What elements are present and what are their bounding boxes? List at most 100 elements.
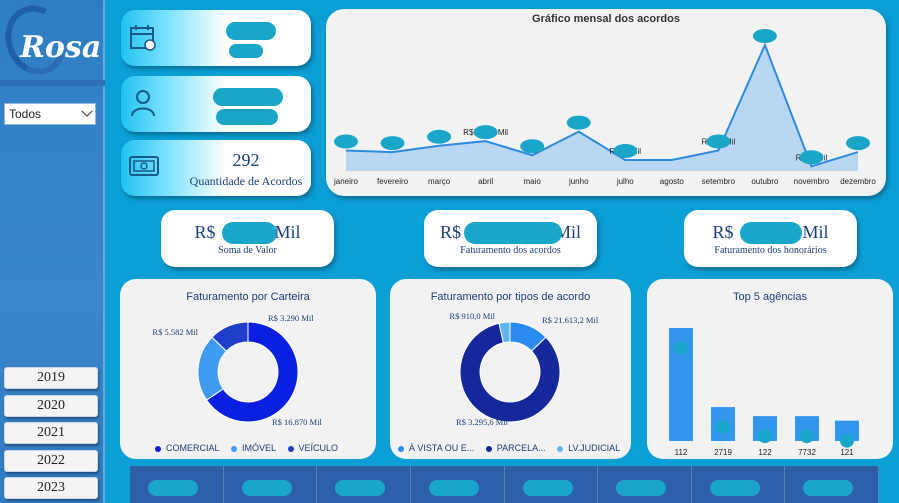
- soma-prefix: R$: [194, 221, 216, 242]
- redacted-value: [799, 150, 824, 165]
- legend-item[interactable]: VEÍCULO: [287, 443, 342, 453]
- x-tick-label: julho: [616, 177, 634, 186]
- soma-suffix: Mil: [274, 221, 301, 242]
- redacted-value: [674, 341, 688, 355]
- year-button-2022[interactable]: 2022: [4, 450, 98, 472]
- kpi-card-date: [121, 10, 311, 66]
- redacted-value: [216, 109, 278, 125]
- x-tick-label: fevereiro: [377, 177, 409, 186]
- slice-label: R$ 3.290 Mil: [268, 313, 314, 323]
- bar-category-label: 7732: [798, 448, 816, 457]
- bottom-filter-cell[interactable]: [317, 466, 411, 503]
- redacted-value: [800, 429, 814, 444]
- bar-category-label: 112: [675, 448, 688, 457]
- logo: Rosa: [0, 0, 105, 84]
- legend-item[interactable]: PARCELA...: [485, 443, 549, 453]
- year-button-2020[interactable]: 2020: [4, 395, 98, 417]
- redacted-value: [334, 134, 358, 149]
- value-card-faturamento: R$ Mil Faturamento dos acordos: [424, 210, 597, 267]
- donut-slice: [205, 321, 299, 423]
- filter-dropdown[interactable]: Todos: [4, 103, 96, 125]
- bar-category-label: 121: [840, 448, 854, 457]
- redacted-value: [758, 429, 772, 444]
- agreements-count-label: Quantidade de Acordos: [189, 174, 303, 188]
- tipos-title: Faturamento por tipos de acordo: [430, 291, 591, 303]
- bottom-filter-cell[interactable]: [785, 466, 879, 503]
- redacted-value: [613, 143, 638, 158]
- redacted-value: [706, 134, 731, 149]
- redacted-value: [226, 22, 276, 40]
- hon-label: Faturamento dos honorários: [714, 244, 827, 256]
- bottom-filter-cell[interactable]: [598, 466, 692, 503]
- bar-category-label: 122: [758, 448, 772, 457]
- money-icon: [129, 156, 159, 176]
- x-tick-label: abril: [478, 177, 493, 186]
- fat-suffix: Mil: [555, 221, 582, 242]
- slice-label: R$ 16.870 Mil: [272, 417, 322, 427]
- redacted-value: [840, 433, 854, 448]
- redacted-value: [222, 221, 278, 244]
- x-tick-label: novembro: [794, 177, 830, 186]
- redacted-value: [213, 88, 283, 106]
- legend-item[interactable]: COMERCIAL: [154, 443, 223, 453]
- top5-bar-chart: 112 2719 122 7732 121: [669, 328, 859, 457]
- bar: [835, 420, 859, 441]
- x-tick-label: março: [428, 177, 451, 186]
- donut-slice: [498, 321, 511, 344]
- slice-label: R$ 3.295,6 Mil: [456, 417, 509, 427]
- top5-panel: Top 5 agências 112 2719 122 7732 121: [647, 279, 893, 459]
- bottom-filter-cell[interactable]: [130, 466, 224, 503]
- value-card-honorarios: R$ Mil Faturamento dos honorários: [684, 210, 857, 267]
- hon-prefix: R$: [712, 221, 734, 242]
- x-tick-label: agosto: [660, 177, 685, 186]
- year-button-2023[interactable]: 2023: [4, 477, 98, 499]
- slice-label: R$ 910,0 Mil: [449, 311, 495, 321]
- kpi-card-count: 292 Quantidade de Acordos: [121, 140, 311, 196]
- monthly-chart-title: Gráfico mensal dos acordos: [532, 13, 680, 25]
- bar-category-label: 2719: [714, 448, 732, 457]
- tipos-panel: Faturamento por tipos de acordo R$ 3.295…: [390, 279, 631, 459]
- person-icon: [131, 90, 155, 117]
- redacted-value: [846, 136, 870, 151]
- redacted-value: [380, 136, 405, 151]
- x-tick-label: outubro: [751, 177, 779, 186]
- year-button-2019[interactable]: 2019: [4, 367, 98, 389]
- tipos-donut: R$ 3.295,6 Mil R$ 21.613,2 Mil R$ 910,0 Mi…: [449, 311, 599, 427]
- sidebar: Rosa Todos 2019 2020 2021 2022 2023: [0, 0, 105, 503]
- bottom-filter-cell[interactable]: [505, 466, 599, 503]
- redacted-value: [427, 129, 452, 144]
- x-tick-label: junho: [568, 177, 589, 186]
- tipos-legend: À VISTA OU E... PARCELA... LV.JUDICIAL: [390, 443, 631, 453]
- slice-label: R$ 21.613,2 Mil: [542, 315, 599, 325]
- bottom-filter-cell[interactable]: [224, 466, 318, 503]
- donut-slice: [211, 321, 249, 352]
- bottom-filter-cell[interactable]: [411, 466, 505, 503]
- carteira-legend: COMERCIAL IMÓVEL VEÍCULO: [120, 443, 376, 453]
- monthly-line: [345, 42, 859, 168]
- redacted-value: [566, 115, 591, 130]
- year-button-2021[interactable]: 2021: [4, 422, 98, 444]
- redacted-value: [752, 29, 777, 43]
- bottom-filter-cell[interactable]: [692, 466, 786, 503]
- x-tick-label: maio: [524, 177, 542, 186]
- monthly-chart: janeiro fevereiro março abril maio junho julho…: [333, 29, 876, 186]
- redacted-value: [463, 221, 562, 244]
- carteira-panel: Faturamento por Carteira R$ 16.870 Mil R$…: [120, 279, 376, 459]
- monthly-chart-card: Gráfico mensal dos acordos janeiro fevere…: [326, 9, 886, 196]
- redacted-value: [740, 221, 803, 244]
- agreements-count: 292: [232, 150, 260, 170]
- redacted-value: [473, 125, 498, 140]
- hon-suffix: Mil: [802, 221, 829, 242]
- bottom-filter-bar: [130, 466, 879, 503]
- kpi-card-person: [121, 76, 311, 132]
- fat-label: Faturamento dos acordos: [460, 244, 561, 256]
- x-tick-label: janeiro: [333, 177, 359, 186]
- legend-item[interactable]: LV.JUDICIAL: [557, 443, 623, 453]
- donut-slice: [459, 322, 561, 423]
- legend-item[interactable]: IMÓVEL: [230, 443, 279, 453]
- legend-item[interactable]: À VISTA OU E...: [397, 443, 477, 453]
- x-tick-label: dezembro: [840, 177, 876, 186]
- carteira-title: Faturamento por Carteira: [186, 291, 310, 303]
- chevron-down-icon: [81, 105, 93, 117]
- redacted-value: [520, 139, 545, 154]
